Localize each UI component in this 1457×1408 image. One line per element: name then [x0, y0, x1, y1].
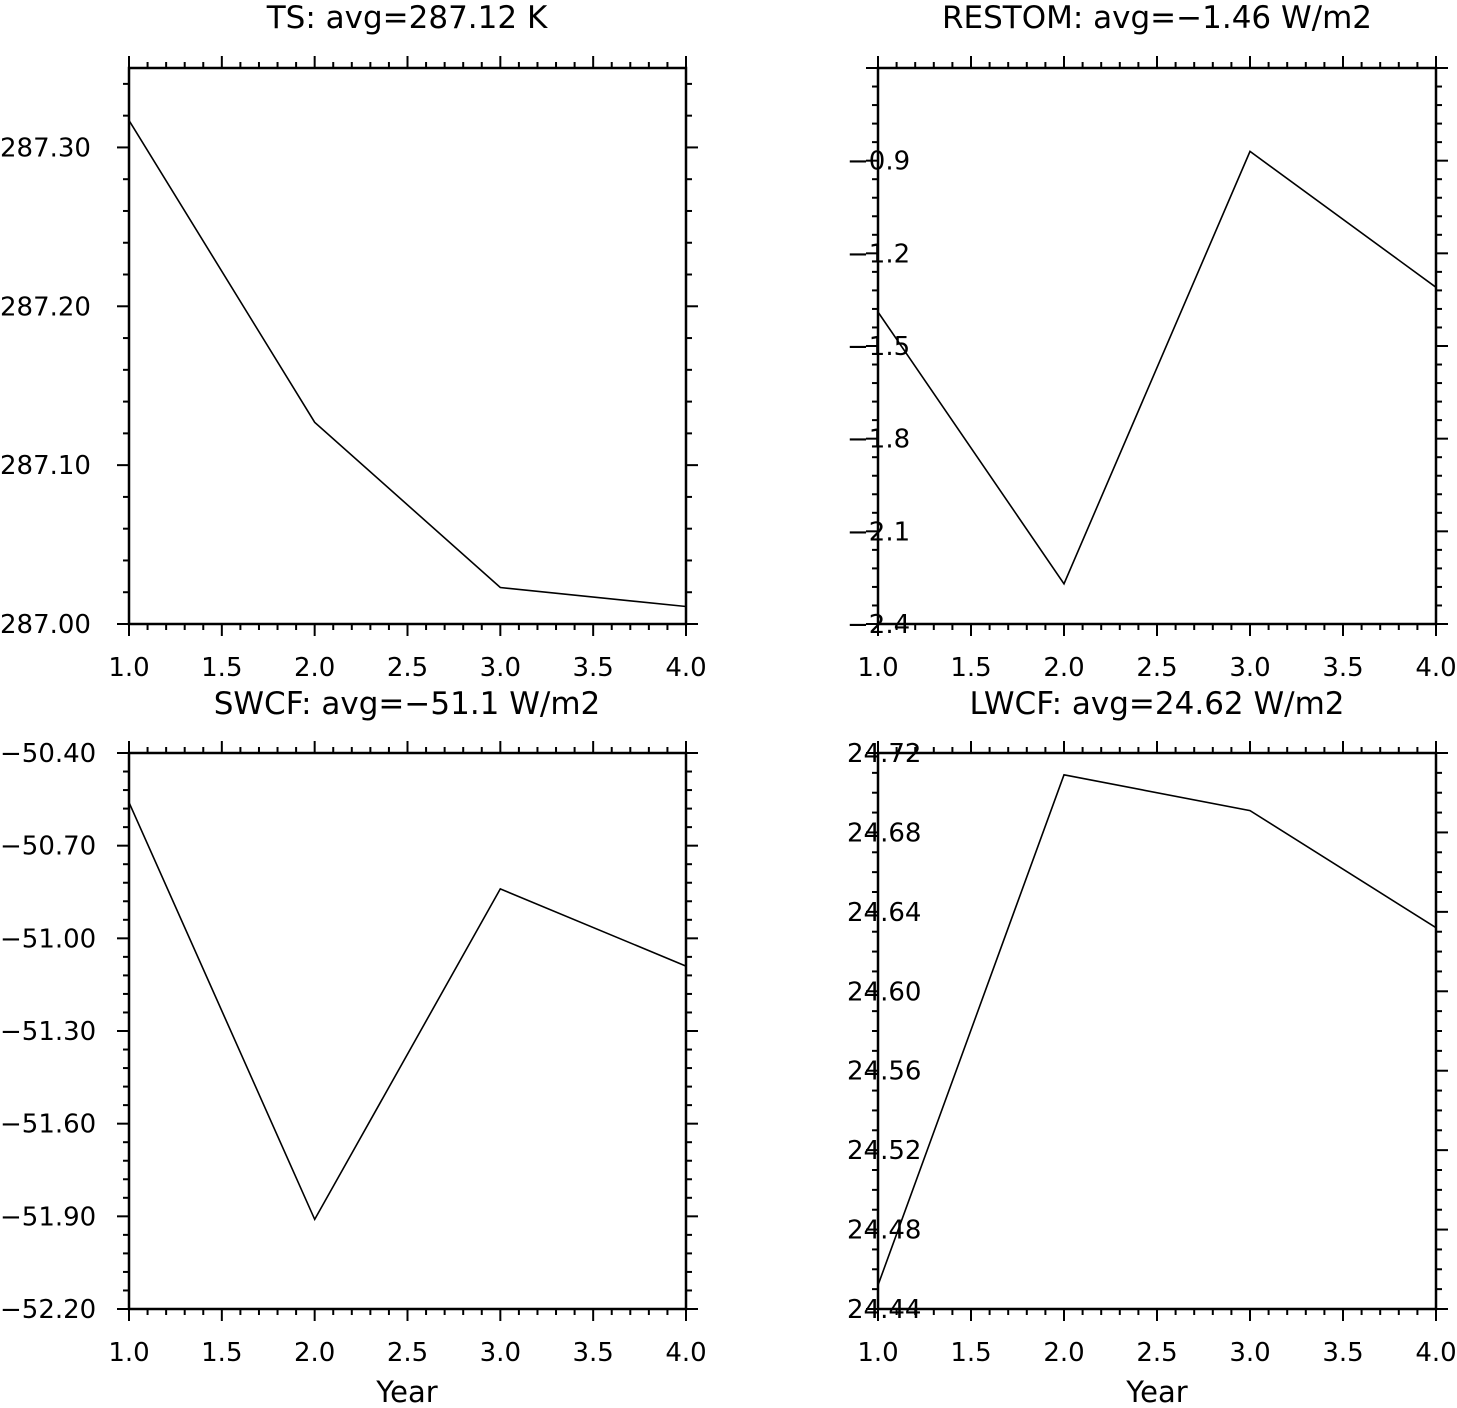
x-tick-label: 2.5 [387, 653, 428, 683]
y-tick-label: 24.60 [847, 977, 921, 1007]
panel-lwcf: LWCF: avg=24.62 W/m2 24.44 24.48 24.52 24.5… [847, 686, 1457, 1408]
x-tick-label: 1.5 [950, 1338, 991, 1368]
y-tick-label: −51.90 [0, 1202, 96, 1232]
x-tick-label: 3.5 [572, 1338, 613, 1368]
panel-lwcf-series-line [877, 773, 1437, 1286]
x-tick-label: 3.5 [572, 653, 613, 683]
y-tick-label: −51.00 [0, 924, 96, 954]
panel-ts-y-tick-labels: 287.00 287.10 287.20 287.30 [0, 133, 91, 640]
y-tick-label: 24.64 [847, 898, 921, 928]
panel-swcf-plot-frame [127, 751, 688, 1311]
x-tick-label: 4.0 [665, 1338, 706, 1368]
panel-swcf-ticks [117, 741, 698, 1321]
x-tick-label: 2.5 [1136, 1338, 1177, 1368]
y-tick-label: −0.9 [847, 147, 910, 177]
x-tick-label: 2.0 [1043, 1338, 1084, 1368]
y-tick-label: 24.52 [847, 1136, 921, 1166]
panel-lwcf-x-axis-label: Year [1125, 1375, 1187, 1408]
panel-ts-title: TS: avg=287.12 K [266, 0, 548, 36]
y-tick-label: 287.00 [0, 610, 91, 640]
y-tick-label: −1.8 [847, 425, 910, 455]
y-tick-label: −51.30 [0, 1017, 96, 1047]
panel-swcf-x-tick-labels: 1.0 1.5 2.0 2.5 3.0 3.5 4.0 [108, 1338, 706, 1368]
panel-restom-ticks [866, 56, 1448, 636]
panel-restom-plot-frame [876, 66, 1438, 626]
panel-lwcf-ticks [866, 741, 1448, 1321]
x-tick-label: 1.5 [201, 653, 242, 683]
panel-restom-series-line [877, 150, 1437, 586]
x-tick-label: 2.0 [294, 653, 335, 683]
panel-restom: RESTOM: avg=−1.46 W/m2 −2.4−2.1−1.8−1.5−… [847, 0, 1457, 683]
x-tick-label: 3.0 [1229, 653, 1270, 683]
panel-swcf-series-line [128, 802, 687, 1222]
panel-swcf-y-tick-labels: −52.20 −51.90 −51.60 −51.30 −51.00 −50.70 −50.… [0, 739, 96, 1325]
panel-ts-x-tick-labels: 1.0 1.5 2.0 2.5 3.0 3.5 4.0 [108, 653, 706, 683]
x-tick-label: 1.0 [857, 653, 898, 683]
panel-ts: TS: avg=287.12 K 287.00 287.10 287.20 287.3… [0, 0, 707, 683]
panel-lwcf-y-tick-labels: 24.44 24.48 24.52 24.56 24.60 24.64 24.68 24.72 [847, 739, 921, 1325]
panel-swcf-x-axis-label: Year [375, 1375, 437, 1408]
y-tick-label: −2.1 [847, 517, 910, 547]
x-tick-label: 1.0 [108, 653, 149, 683]
x-tick-label: 4.0 [1415, 653, 1456, 683]
panel-lwcf-plot-frame [876, 751, 1438, 1311]
y-tick-label: 24.68 [847, 818, 921, 848]
x-tick-label: 1.0 [108, 1338, 149, 1368]
x-tick-label: 1.0 [857, 1338, 898, 1368]
x-tick-label: 3.0 [1229, 1338, 1270, 1368]
y-tick-label: −1.5 [847, 332, 910, 362]
panel-lwcf-x-tick-labels: 1.0 1.5 2.0 2.5 3.0 3.5 4.0 [857, 1338, 1456, 1368]
y-tick-label: −2.4 [847, 610, 910, 640]
x-tick-label: 2.0 [294, 1338, 335, 1368]
panel-restom-x-tick-labels: 1.0 1.5 2.0 2.5 3.0 3.5 4.0 [857, 653, 1456, 683]
y-tick-label: −50.70 [0, 832, 96, 862]
x-tick-label: 1.5 [950, 653, 991, 683]
y-tick-label: 24.44 [847, 1295, 921, 1325]
y-tick-label: 287.30 [0, 133, 91, 163]
y-tick-label: 24.48 [847, 1216, 921, 1246]
panel-ts-plot-frame [127, 66, 688, 626]
y-tick-label: −51.60 [0, 1110, 96, 1140]
x-tick-label: 2.5 [387, 1338, 428, 1368]
y-tick-label: −50.40 [0, 739, 96, 769]
x-tick-label: 2.5 [1136, 653, 1177, 683]
x-tick-label: 2.0 [1043, 653, 1084, 683]
x-tick-label: 3.5 [1322, 653, 1363, 683]
y-tick-label: 24.56 [847, 1057, 921, 1087]
y-tick-label: 287.10 [0, 451, 91, 481]
panel-restom-title: RESTOM: avg=−1.46 W/m2 [942, 0, 1372, 36]
x-tick-label: 3.5 [1322, 1338, 1363, 1368]
x-tick-label: 3.0 [480, 1338, 521, 1368]
y-tick-label: 24.72 [847, 739, 921, 769]
x-tick-label: 4.0 [1415, 1338, 1456, 1368]
y-tick-label: −52.20 [0, 1295, 96, 1325]
panel-ts-series-line [128, 119, 687, 608]
panel-swcf: SWCF: avg=−51.1 W/m2 −52.20−51.90−51.60−… [0, 686, 707, 1408]
panel-lwcf-title: LWCF: avg=24.62 W/m2 [969, 686, 1344, 722]
panel-restom-y-tick-labels: −2.4 −2.1 −1.8 −1.5 −1.2 −0.9 [847, 147, 910, 640]
x-tick-label: 3.0 [480, 653, 521, 683]
y-tick-label: −1.2 [847, 239, 910, 269]
y-tick-label: 287.20 [0, 292, 91, 322]
panel-ts-ticks [117, 56, 698, 636]
x-tick-label: 1.5 [201, 1338, 242, 1368]
panel-swcf-title: SWCF: avg=−51.1 W/m2 [214, 686, 601, 722]
x-tick-label: 4.0 [665, 653, 706, 683]
